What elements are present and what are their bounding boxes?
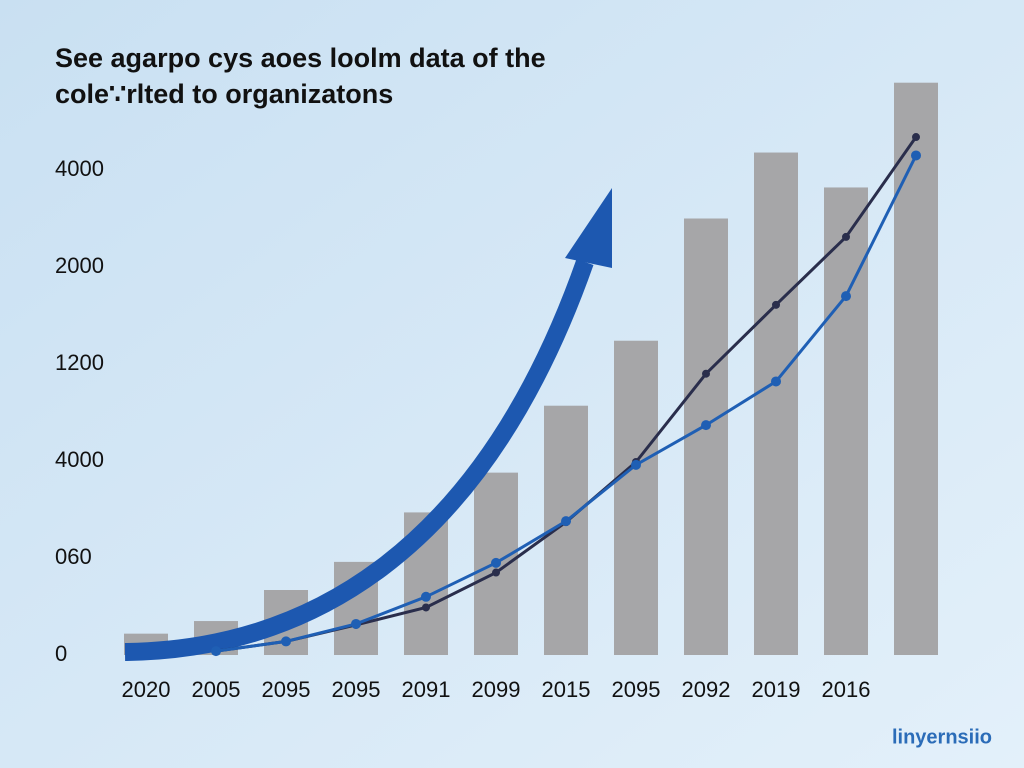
y-tick-label: 2000 bbox=[55, 253, 104, 278]
series-point bbox=[492, 568, 500, 577]
bar bbox=[614, 340, 658, 655]
series-point bbox=[281, 636, 291, 647]
x-tick-label: 2099 bbox=[472, 677, 521, 702]
series-point bbox=[422, 603, 430, 612]
series-point bbox=[912, 133, 920, 142]
x-tick-label: 2016 bbox=[822, 677, 871, 702]
x-tick-label: 2095 bbox=[332, 677, 381, 702]
x-tick-label: 2095 bbox=[612, 677, 661, 702]
chart-title: cole∵rlted to organizatons bbox=[55, 79, 393, 109]
x-tick-label: 2015 bbox=[542, 677, 591, 702]
trend-arrowhead bbox=[565, 188, 612, 268]
lines bbox=[211, 133, 921, 657]
x-tick-label: 2092 bbox=[682, 677, 731, 702]
y-tick-label: 060 bbox=[55, 544, 92, 569]
x-tick-label: 2019 bbox=[752, 677, 801, 702]
y-tick-label: 1200 bbox=[55, 350, 104, 375]
series-point bbox=[772, 300, 780, 309]
series-point bbox=[351, 618, 361, 629]
series-point bbox=[702, 369, 710, 378]
bar bbox=[824, 187, 868, 655]
series-point bbox=[491, 557, 501, 568]
x-tick-label: 2020 bbox=[122, 677, 171, 702]
y-tick-label: 4000 bbox=[55, 156, 104, 181]
series-point bbox=[421, 591, 431, 602]
x-tick-label: 2091 bbox=[402, 677, 451, 702]
series-point bbox=[841, 291, 851, 302]
bar bbox=[894, 82, 938, 655]
series-point bbox=[701, 420, 711, 431]
series-point bbox=[211, 646, 221, 657]
watermark: linyernsiio bbox=[892, 726, 992, 748]
series-point bbox=[842, 232, 850, 241]
trend-arrow bbox=[124, 259, 594, 661]
bar bbox=[684, 218, 728, 655]
bar bbox=[754, 152, 798, 656]
series-point bbox=[631, 459, 641, 470]
x-tick-label: 2005 bbox=[192, 677, 241, 702]
y-tick-label: 0 bbox=[55, 641, 67, 666]
series-point bbox=[911, 150, 921, 161]
series-point bbox=[771, 376, 781, 387]
chart-title: See agarpo cys aoes loolm data of the bbox=[55, 43, 546, 73]
x-tick-label: 2095 bbox=[262, 677, 311, 702]
y-tick-label: 4000 bbox=[55, 447, 104, 472]
series-point bbox=[561, 516, 571, 527]
